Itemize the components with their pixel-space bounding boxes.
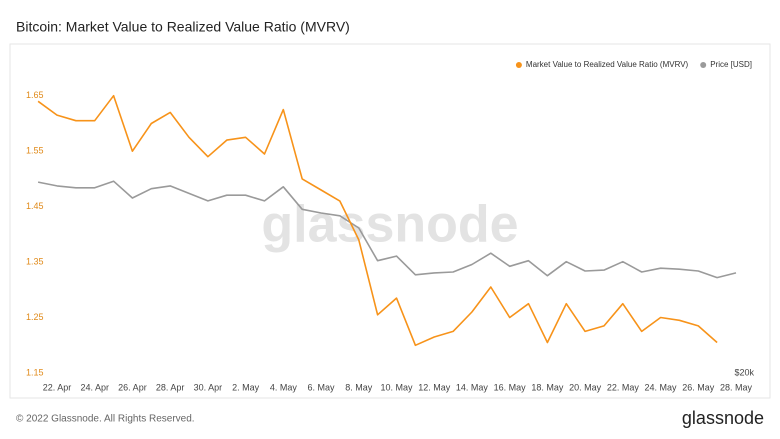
x-tick-label: 12. May xyxy=(418,382,451,392)
x-tick-label: 10. May xyxy=(380,382,413,392)
x-tick-label: 18. May xyxy=(531,382,564,392)
x-tick-label: 24. May xyxy=(645,382,678,392)
footer: © 2022 Glassnode. All Rights Reserved. xyxy=(16,414,195,425)
legend: Price [USD] Market Value to Realized Valu… xyxy=(515,60,752,69)
x-tick-label: 20. May xyxy=(569,382,602,392)
x-tick-label: 24. Apr xyxy=(80,382,109,392)
x-tick-label: 22. May xyxy=(607,382,640,392)
y2-tick-label: $20k xyxy=(734,367,754,377)
logo: glassnode xyxy=(682,408,764,428)
chart-title: Bitcoin: Market Value to Realized Value … xyxy=(16,19,350,35)
series-line xyxy=(37,180,737,279)
x-tick-label: 22. Apr xyxy=(43,382,72,392)
x-tick-label: 16. May xyxy=(494,382,527,392)
y-tick-label: 1.65 xyxy=(26,90,44,100)
legend-dot xyxy=(515,62,522,68)
series-line xyxy=(37,94,718,347)
x-tick-label: 28. Apr xyxy=(156,382,185,392)
legend-label: Market Value to Realized Value Ratio (MV… xyxy=(526,60,689,69)
y-tick-label: 1.15 xyxy=(26,367,44,377)
x-tick-label: 26. May xyxy=(682,382,715,392)
x-tick-label: 8. May xyxy=(345,382,373,392)
watermark: glassnode xyxy=(261,196,518,254)
y-tick-label: 1.35 xyxy=(26,256,44,266)
x-tick-label: 6. May xyxy=(308,382,336,392)
x-tick-label: 2. May xyxy=(232,382,260,392)
y-tick-label: 1.45 xyxy=(26,201,44,211)
legend-label: Price [USD] xyxy=(710,60,752,69)
x-tick-label: 30. Apr xyxy=(194,382,223,392)
legend-dot xyxy=(700,62,707,68)
plot-frame xyxy=(9,43,771,399)
x-tick-label: 14. May xyxy=(456,382,489,392)
y-tick-label: 1.55 xyxy=(26,146,44,156)
x-tick-label: 28. May xyxy=(720,382,753,392)
x-tick-label: 26. Apr xyxy=(118,382,147,392)
x-tick-label: 4. May xyxy=(270,382,298,392)
y-tick-label: 1.25 xyxy=(26,312,44,322)
